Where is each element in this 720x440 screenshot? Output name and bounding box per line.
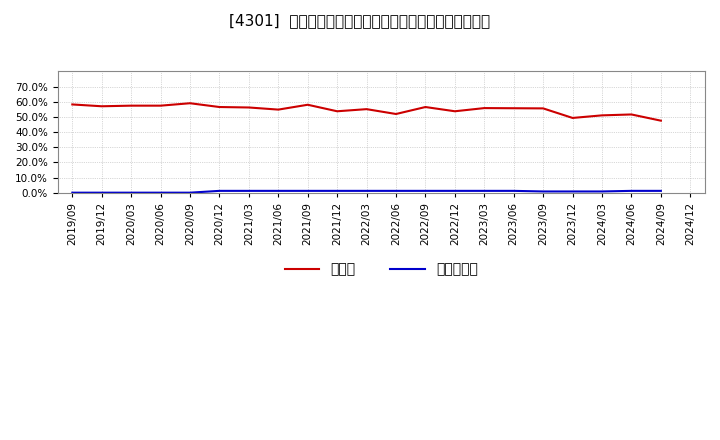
有利子負債 — [362, 188, 371, 194]
有利子負債 — [421, 188, 430, 194]
有利子負債 — [274, 188, 283, 194]
Legend: 現顓金, 有利子負債: 現顓金, 有利子負債 — [284, 263, 478, 277]
現顓金 — [186, 101, 194, 106]
現顓金 — [598, 113, 606, 118]
有利子負債 — [245, 188, 253, 194]
有利子負債 — [568, 189, 577, 194]
有利子負債 — [539, 189, 547, 194]
Line: 現顓金: 現顓金 — [72, 103, 661, 121]
Line: 有利子負債: 有利子負債 — [72, 191, 661, 193]
有利子負債 — [510, 188, 518, 194]
現顓金 — [568, 115, 577, 121]
現顓金 — [539, 106, 547, 111]
現顓金 — [274, 107, 283, 112]
有利子負債 — [156, 190, 165, 195]
有利子負債 — [333, 188, 341, 194]
現顓金 — [657, 118, 665, 123]
現顓金 — [333, 109, 341, 114]
現顓金 — [362, 106, 371, 112]
有利子負債 — [68, 190, 76, 195]
有利子負債 — [480, 188, 489, 194]
有利子負債 — [215, 188, 224, 194]
現顓金 — [480, 106, 489, 111]
現顓金 — [215, 104, 224, 110]
有利子負債 — [598, 189, 606, 194]
有利子負債 — [392, 188, 400, 194]
現顓金 — [451, 109, 459, 114]
現顓金 — [245, 105, 253, 110]
有利子負債 — [97, 190, 106, 195]
現顓金 — [68, 102, 76, 107]
現顓金 — [392, 111, 400, 117]
現顓金 — [303, 102, 312, 107]
Text: [4301]  現預金、有利子負債の総資産に対する比率の推移: [4301] 現預金、有利子負債の総資産に対する比率の推移 — [230, 13, 490, 28]
現顓金 — [421, 104, 430, 110]
有利子負債 — [657, 188, 665, 194]
現顓金 — [510, 106, 518, 111]
現顓金 — [156, 103, 165, 108]
現顓金 — [127, 103, 135, 108]
現顓金 — [97, 104, 106, 109]
有利子負債 — [127, 190, 135, 195]
有利子負債 — [186, 190, 194, 195]
有利子負債 — [303, 188, 312, 194]
有利子負債 — [451, 188, 459, 194]
現顓金 — [627, 112, 636, 117]
有利子負債 — [627, 188, 636, 194]
